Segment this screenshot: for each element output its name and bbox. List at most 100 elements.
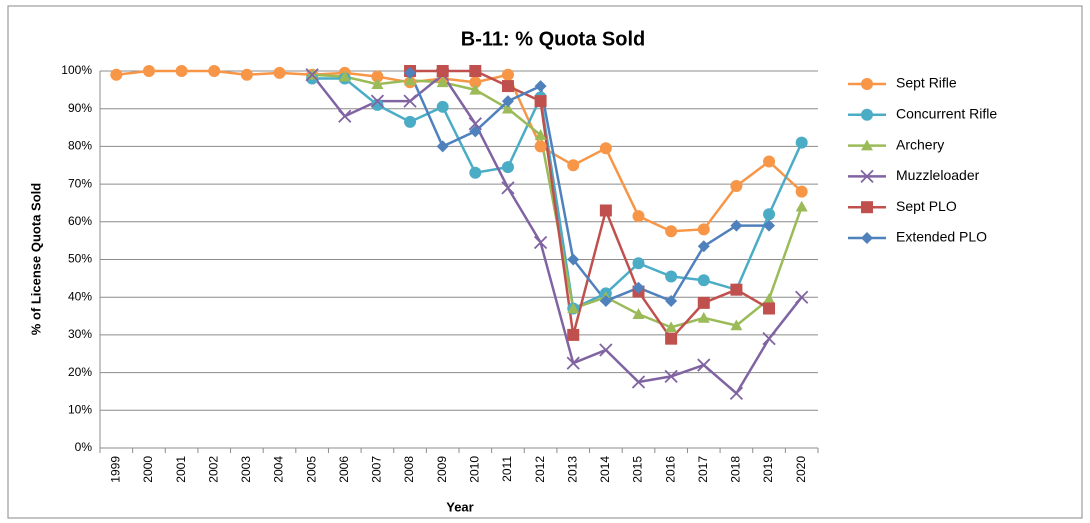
marker — [338, 70, 351, 82]
marker — [665, 270, 678, 283]
marker — [273, 66, 286, 79]
marker — [534, 95, 547, 108]
x-tick-label: 1999 — [108, 456, 122, 483]
series-line — [312, 77, 803, 311]
marker — [469, 76, 482, 89]
marker — [501, 181, 515, 195]
marker — [697, 223, 710, 236]
legend-text: Muzzleloader — [896, 167, 980, 183]
marker — [665, 321, 678, 333]
marker — [762, 332, 776, 346]
marker — [338, 109, 352, 123]
marker — [469, 83, 482, 95]
marker — [436, 65, 449, 77]
x-tick-label: 2009 — [435, 456, 449, 483]
marker — [729, 386, 744, 400]
chart-title: B-11: % Quota Sold — [461, 28, 645, 50]
y-tick-label: 70% — [68, 176, 92, 190]
marker — [404, 115, 417, 128]
x-tick-label: 2012 — [533, 456, 547, 483]
marker — [697, 358, 711, 372]
marker — [665, 294, 678, 307]
legend-text: Archery — [896, 136, 944, 152]
marker — [763, 208, 776, 221]
x-tick-label: 2018 — [729, 456, 743, 483]
marker — [404, 74, 417, 86]
marker — [632, 210, 645, 223]
marker — [861, 232, 873, 244]
marker — [371, 78, 384, 89]
marker — [501, 161, 514, 174]
marker — [501, 68, 514, 81]
marker — [371, 98, 384, 111]
marker — [567, 328, 580, 341]
marker — [501, 80, 514, 93]
marker — [697, 296, 710, 309]
legend-text: Concurrent Rifle — [896, 106, 997, 122]
marker — [697, 274, 710, 287]
marker — [534, 140, 547, 153]
marker — [795, 136, 808, 149]
marker — [469, 125, 482, 138]
marker — [208, 65, 221, 77]
marker — [567, 302, 580, 314]
x-tick-label: 2017 — [696, 456, 710, 483]
marker — [566, 356, 580, 370]
x-tick-label: 2001 — [174, 456, 188, 483]
marker — [110, 68, 123, 81]
marker — [599, 142, 612, 155]
x-tick-label: 2005 — [304, 456, 318, 483]
marker — [795, 200, 808, 212]
legend-text: Sept Rifle — [896, 75, 957, 91]
marker — [599, 294, 612, 307]
y-tick-label: 50% — [68, 252, 92, 266]
marker — [436, 76, 449, 88]
marker — [567, 159, 580, 172]
marker — [664, 369, 678, 384]
series-line — [116, 69, 803, 233]
marker — [501, 95, 514, 108]
x-tick-label: 2015 — [631, 456, 645, 483]
series-line — [311, 72, 803, 396]
marker — [665, 225, 678, 238]
x-axis-title: Year — [446, 499, 473, 514]
marker — [632, 257, 645, 270]
marker — [763, 293, 776, 304]
legend-text: Sept PLO — [896, 198, 957, 214]
marker — [534, 80, 547, 93]
marker — [665, 332, 678, 345]
marker — [860, 169, 874, 184]
marker — [861, 139, 873, 151]
marker — [599, 343, 613, 357]
marker — [763, 302, 776, 315]
marker — [501, 102, 514, 114]
marker — [861, 78, 873, 90]
x-tick-label: 2002 — [206, 456, 220, 483]
x-tick-label: 2014 — [598, 456, 612, 483]
marker — [730, 319, 743, 331]
x-tick-label: 2011 — [500, 456, 514, 482]
marker — [730, 219, 743, 232]
marker — [534, 129, 547, 140]
y-tick-label: 40% — [68, 289, 92, 303]
series-line — [408, 72, 770, 303]
marker — [404, 66, 417, 79]
marker — [567, 253, 580, 266]
x-tick-label: 2019 — [761, 456, 775, 483]
marker — [371, 70, 384, 83]
y-tick-label: 20% — [68, 365, 92, 379]
x-tick-label: 2000 — [141, 456, 155, 483]
marker — [305, 68, 319, 82]
x-tick-label: 2013 — [565, 456, 579, 483]
marker — [469, 65, 482, 77]
x-tick-label: 2003 — [239, 456, 253, 483]
marker — [403, 94, 417, 108]
marker — [861, 201, 873, 214]
marker — [763, 155, 776, 168]
x-tick-label: 2010 — [467, 456, 481, 483]
marker — [632, 308, 645, 319]
marker — [436, 100, 449, 113]
legend-text: Extended PLO — [896, 229, 987, 245]
